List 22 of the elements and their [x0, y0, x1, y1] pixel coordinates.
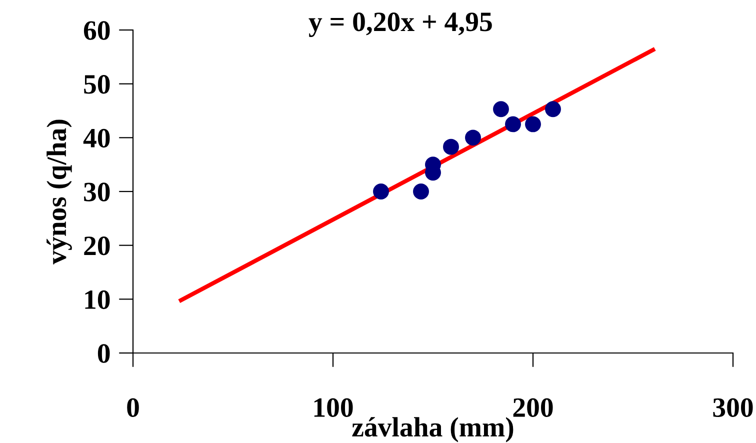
- y-tick-label: 40: [83, 128, 110, 148]
- x-tick-label: 100: [314, 398, 353, 417]
- y-tick-label: 20: [84, 236, 110, 256]
- point: [505, 116, 521, 132]
- y-tick-label: 30: [84, 182, 110, 202]
- y-tick-label: 60: [84, 21, 110, 40]
- x-tick-label: 0: [127, 398, 139, 417]
- y-tick-label: 50: [84, 75, 110, 94]
- point: [413, 184, 429, 200]
- y-axis-title: výnos (q/ha): [46, 120, 72, 264]
- x-tick-label: 200: [513, 398, 553, 417]
- point: [373, 184, 389, 200]
- y-tick-label: 0: [98, 344, 110, 363]
- x-axis-title: závlaha (mm): [352, 417, 514, 442]
- point: [525, 116, 541, 132]
- annotation: y = 0,20x + 4,95: [308, 12, 492, 37]
- point: [545, 101, 561, 118]
- point: [493, 101, 509, 118]
- x-tick-label: 300: [713, 398, 753, 417]
- point: [443, 138, 459, 155]
- point: [465, 130, 481, 146]
- y-tick-label: 10: [85, 290, 110, 310]
